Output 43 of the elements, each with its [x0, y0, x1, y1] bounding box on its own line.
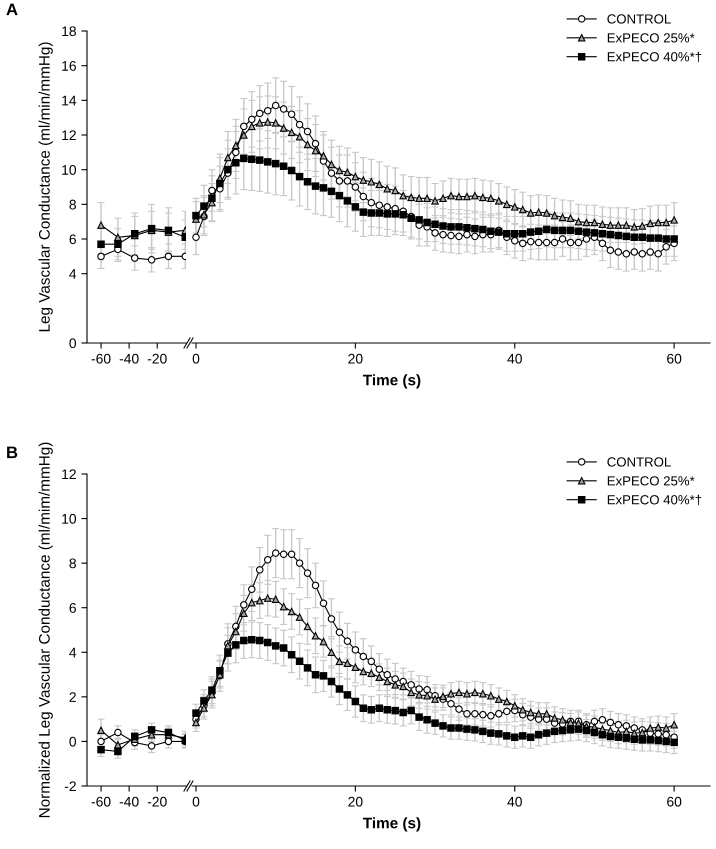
y-tick-label: 14: [62, 96, 76, 106]
y-tick-label: 10: [62, 165, 76, 175]
x-tick-label: 20: [348, 796, 363, 807]
y-tick-label: 6: [70, 234, 76, 244]
x-axis-title: Time (s): [362, 374, 420, 388]
x-tick-label: 0: [192, 354, 200, 364]
x-tick-label: 40: [507, 354, 522, 364]
y-tick-label: -2: [64, 781, 76, 792]
y-tick-label: 8: [69, 558, 76, 568]
y-tick-label: 18: [62, 26, 76, 36]
legend-label: ExPECO 40%*†: [608, 494, 702, 506]
y-tick-label: 0: [69, 736, 76, 747]
y-axis-title: Leg Vascular Conductance (ml/min/mmHg): [38, 42, 53, 332]
y-tick-label: 6: [70, 603, 76, 613]
x-tick-label: 20: [348, 354, 363, 364]
x-tick-label: 0: [192, 796, 200, 807]
legend-label: ExPECO 25%*: [608, 476, 695, 486]
x-tick-label: 40: [507, 796, 522, 807]
y-tick-label: 16: [62, 61, 76, 71]
x-axis-title: Time (s): [362, 817, 420, 832]
y-tick-label: 8: [69, 200, 76, 210]
y-tick-label: 2: [70, 692, 76, 702]
x-tick-label: -60: [92, 354, 111, 364]
x-tick-label: -60: [92, 796, 111, 807]
legend-label: CONTROL: [607, 14, 671, 24]
y-tick-label: 12: [62, 469, 76, 480]
x-tick-label: -20: [148, 796, 167, 807]
chart-title: A: [6, 4, 18, 16]
y-tick-label: 4: [69, 648, 76, 658]
x-tick-label: -20: [148, 354, 167, 364]
chart-title: B: [7, 446, 18, 458]
y-axis-title: Normalized Leg Vascular Conductance (ml/mim/mmHg): [38, 442, 53, 818]
legend-label: ExPECO 25%*: [608, 33, 695, 43]
y-tick-label: 12: [62, 130, 76, 140]
y-tick-label: 0: [69, 338, 76, 348]
y-tick-label: 4: [69, 269, 76, 279]
legend-label: CONTROL: [607, 457, 671, 467]
x-tick-label: 60: [667, 796, 682, 807]
x-tick-label: 60: [667, 354, 682, 364]
y-tick-label: 10: [62, 514, 76, 524]
x-tick-label: -40: [120, 354, 139, 364]
x-tick-label: -40: [120, 796, 139, 807]
legend-label: ExPECO 40%*†: [608, 52, 702, 62]
